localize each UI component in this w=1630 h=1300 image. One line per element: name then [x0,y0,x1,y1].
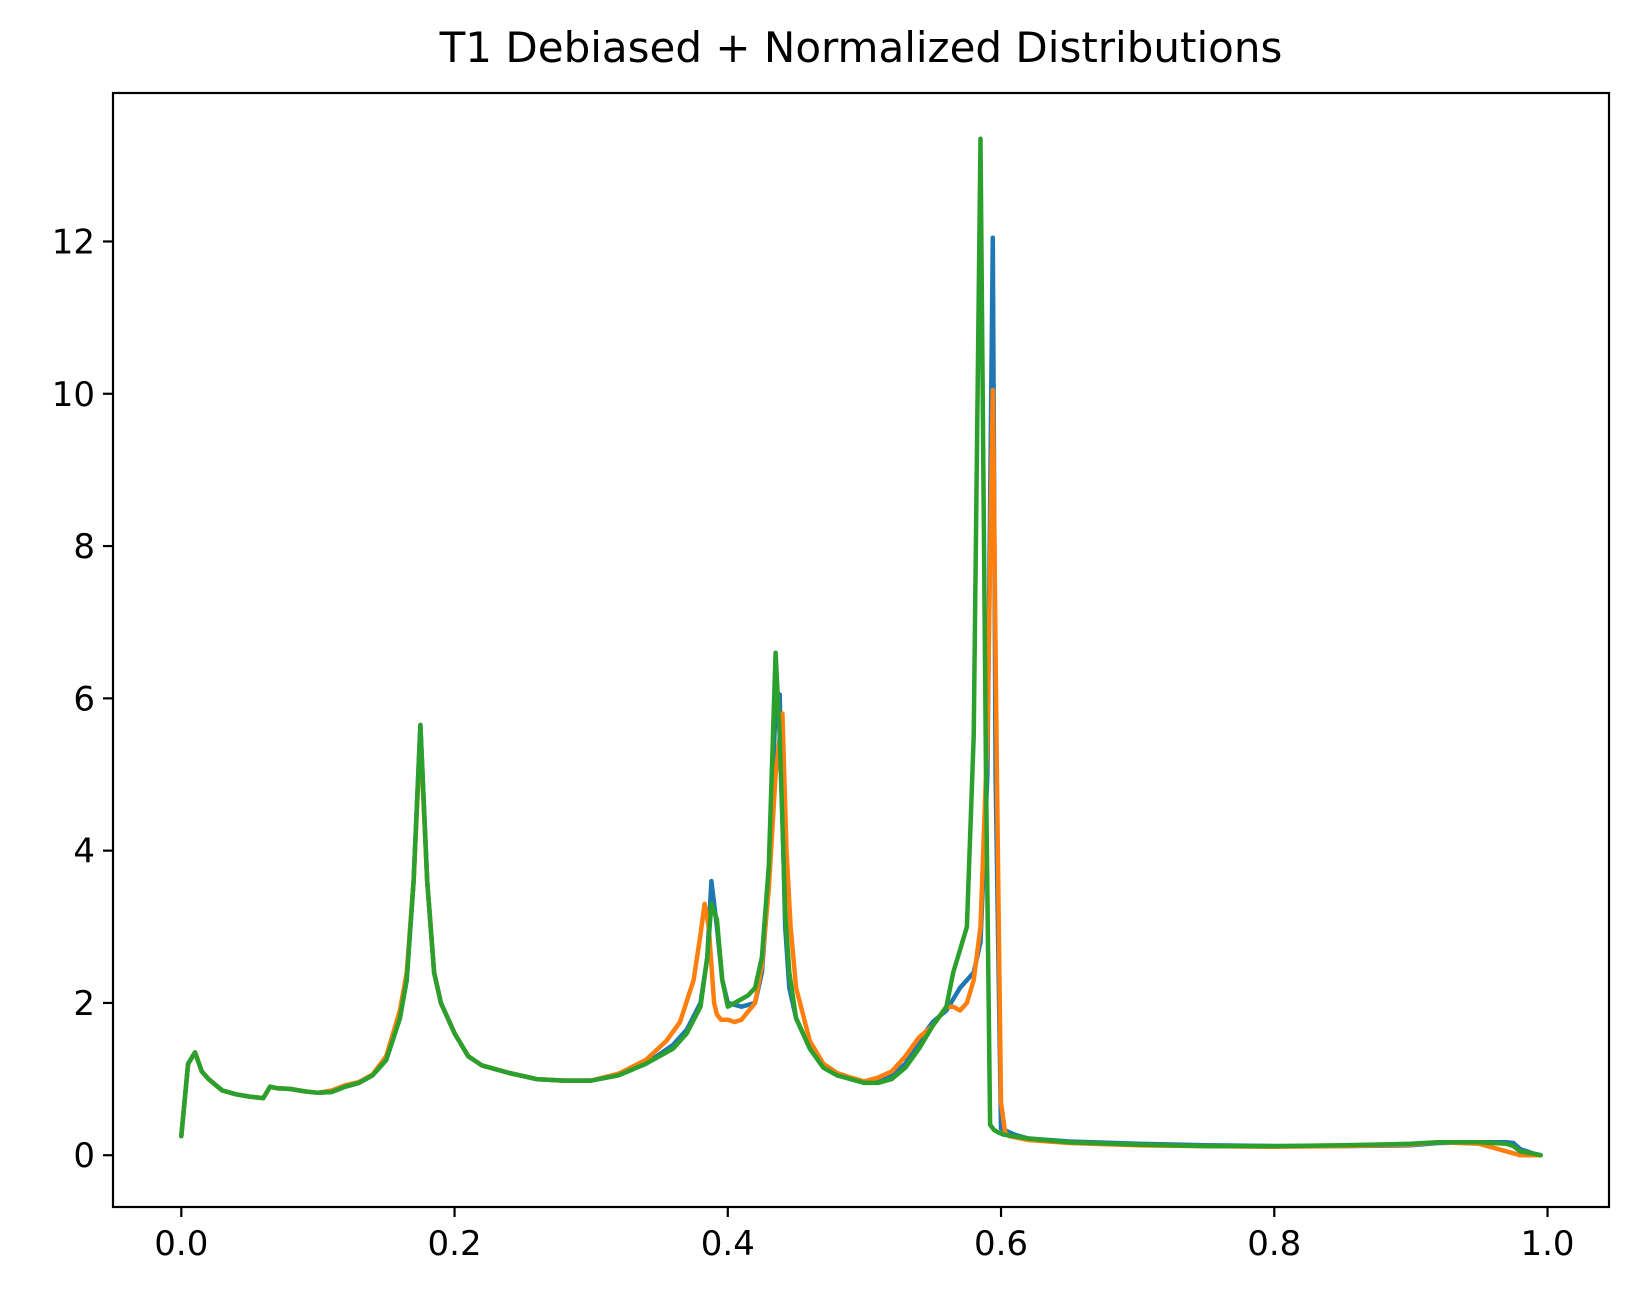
x-tick-label: 0.2 [428,1224,482,1264]
x-tick-label: 0.6 [974,1224,1028,1264]
x-tick-label: 0.8 [1247,1224,1301,1264]
x-tick-label: 1.0 [1520,1224,1574,1264]
x-tick-label: 0.0 [154,1224,208,1264]
y-tick-label: 10 [52,375,95,415]
x-tick-label: 0.4 [701,1224,755,1264]
y-tick-label: 0 [73,1136,95,1176]
y-tick-label: 4 [73,832,95,872]
plot-frame [111,91,1611,1209]
y-tick-label: 8 [73,527,95,567]
series-line-2 [179,387,1543,1158]
y-axis: 0 2 4 6 8 10 12 [52,222,113,1176]
chart-title: T1 Debiased + Normalized Distributions [439,23,1283,72]
series-line-1 [179,235,1543,1158]
y-tick-label: 6 [73,679,95,719]
y-tick-label: 12 [52,222,95,262]
x-axis: 0.0 0.2 0.4 0.6 0.8 1.0 [154,1207,1575,1264]
y-tick-label: 2 [73,984,95,1024]
series-layer [179,136,1543,1158]
series-line-3 [179,136,1543,1158]
